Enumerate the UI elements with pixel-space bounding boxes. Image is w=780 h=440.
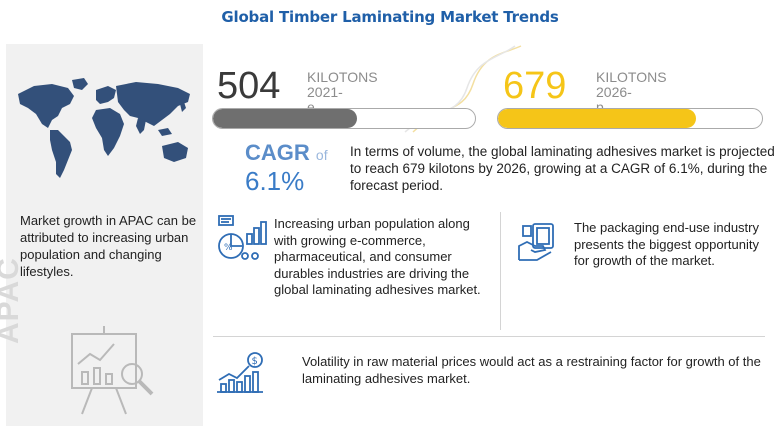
current-volume-value: 504 bbox=[217, 65, 281, 107]
trends-panel: 504 KILOTONS 2021-e 679 KILOTONS 2026-p … bbox=[203, 44, 775, 426]
driver-text: Increasing urban population along with g… bbox=[274, 216, 481, 298]
restraint-text: Volatility in raw material prices would … bbox=[302, 354, 761, 386]
current-volume-unit: KILOTONS bbox=[307, 69, 378, 85]
forecast-volume-bar-fill bbox=[498, 109, 696, 128]
market-summary: In terms of volume, the global laminatin… bbox=[350, 144, 775, 193]
svg-text:$: $ bbox=[252, 356, 258, 367]
apac-growth-text: Market growth in APAC can be attributed … bbox=[20, 213, 197, 279]
cagr-of: of bbox=[315, 147, 328, 163]
population-chart-icon: % bbox=[218, 215, 267, 260]
growth-chart-dollar-icon: $ bbox=[217, 352, 263, 393]
forecast-volume-year: 2026-p bbox=[596, 84, 632, 115]
svg-text:%: % bbox=[224, 243, 233, 253]
opportunity-text: The packaging end-use industry presents … bbox=[574, 220, 760, 269]
apac-panel: Market growth in APAC can be attributed … bbox=[0, 44, 203, 426]
current-volume-bar-fill bbox=[213, 109, 358, 128]
divider-horizontal bbox=[213, 336, 765, 337]
cagr-value: 6.1% bbox=[245, 166, 305, 196]
packaging-icon bbox=[518, 223, 554, 261]
current-volume-year: 2021-e bbox=[307, 84, 343, 115]
cagr-box: CAGR of 6.1% bbox=[245, 140, 341, 196]
forecast-volume-unit: KILOTONS bbox=[596, 69, 667, 85]
forecast-volume-value: 679 bbox=[503, 65, 567, 107]
divider-vertical bbox=[500, 212, 501, 330]
page-title: Global Timber Laminating Market Trends bbox=[221, 8, 559, 26]
world-map-icon bbox=[18, 78, 190, 178]
analytics-board-icon bbox=[71, 326, 154, 415]
apac-label: APAC bbox=[0, 257, 25, 344]
cagr-label: CAGR bbox=[245, 140, 310, 165]
current-volume-bar bbox=[212, 108, 476, 129]
forecast-volume-bar bbox=[497, 108, 763, 129]
